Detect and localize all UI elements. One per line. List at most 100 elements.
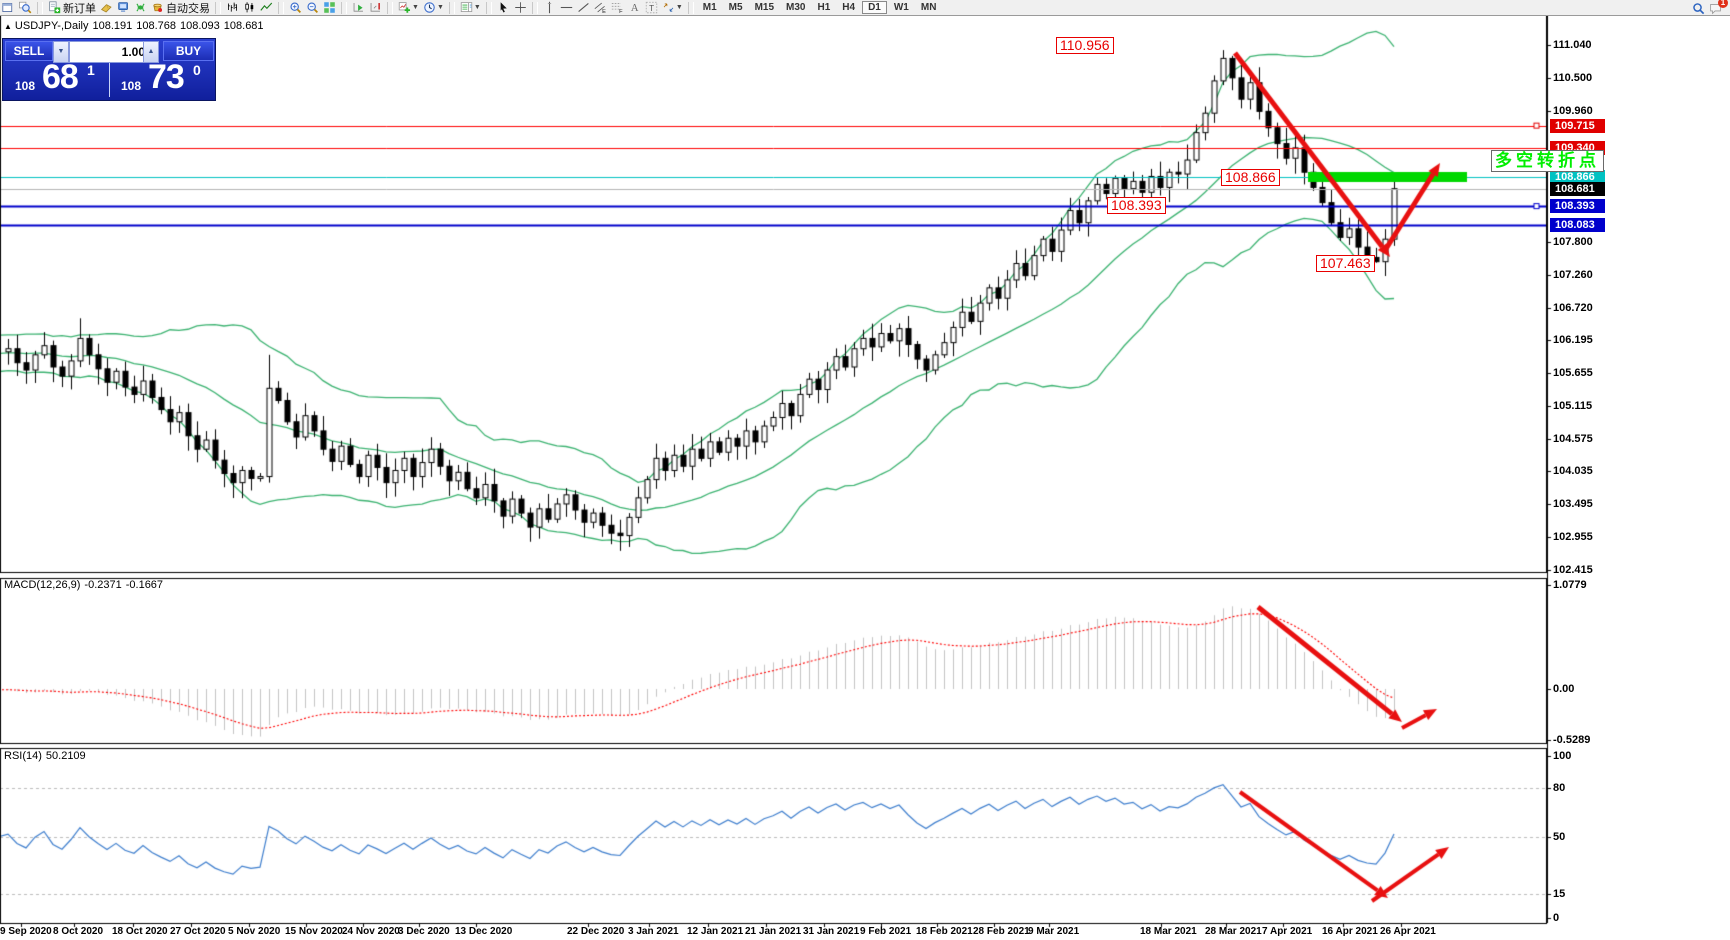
price-level-badge: 108.083 <box>1550 217 1605 232</box>
sell-button[interactable]: SELL <box>5 41 53 61</box>
cursor-button-icon <box>497 1 510 14</box>
candlestick-chart-button[interactable] <box>241 1 258 15</box>
terminal-icon-icon <box>117 1 130 14</box>
price-annotation-box[interactable]: 108.866 <box>1221 169 1280 186</box>
new-order-button[interactable]: 新订单 <box>46 1 98 15</box>
fibonacci-button-icon: F <box>611 1 624 14</box>
macd-axis-tick: 0.00 <box>1553 683 1575 695</box>
price-level-badge: 108.393 <box>1550 199 1605 214</box>
timeframe-m15-button[interactable]: M15 <box>754 2 775 13</box>
timeframe-m30-button[interactable]: M30 <box>786 2 806 13</box>
chevron-down-icon[interactable]: ▼ <box>675 4 683 11</box>
svg-text:E: E <box>602 9 606 14</box>
periods-button[interactable]: ▼ <box>421 1 446 15</box>
vertical-line-button[interactable] <box>541 1 558 15</box>
zoom-in-button[interactable] <box>287 1 304 15</box>
svg-text:T: T <box>649 4 654 13</box>
toolbar-right-group: 1 <box>1690 0 1728 15</box>
trendline-button[interactable] <box>575 1 592 15</box>
timeframe-m5-button[interactable]: M5 <box>728 2 743 13</box>
chart-shift-button[interactable] <box>367 1 384 15</box>
signals-icon-icon <box>134 1 147 14</box>
vertical-line-button-icon <box>543 1 556 14</box>
zoom-out-button[interactable] <box>304 1 321 15</box>
turning-point-annotation[interactable]: 多空转折点 <box>1491 150 1604 172</box>
volume-decrease-button[interactable]: ▼ <box>53 41 69 63</box>
eraser-icon-icon <box>100 1 113 14</box>
candlestick-chart-button-icon <box>243 1 256 14</box>
text-button[interactable]: A <box>626 1 643 15</box>
timeframe-h4-button[interactable]: H4 <box>842 2 856 13</box>
timeframe-w1-button[interactable]: W1 <box>893 2 909 13</box>
one-click-trading-panel: SELL ▼ ▲ BUY 108 68 1 108 73 0 <box>2 38 216 101</box>
price-axis-tick: 111.040 <box>1553 39 1592 51</box>
rsi-axis-tick: 15 <box>1553 887 1566 900</box>
price-axis-tick: 102.415 <box>1553 564 1593 576</box>
buy-button[interactable]: BUY <box>163 41 214 61</box>
channel-button[interactable]: E <box>592 1 609 15</box>
chart-window-icon[interactable] <box>0 1 17 15</box>
rsi-axis-tick: 50 <box>1553 831 1566 843</box>
toolbar-separator <box>531 1 538 14</box>
indicators-button[interactable]: ▼ <box>396 1 421 15</box>
sell-price-big: 68 <box>42 58 79 96</box>
buy-price[interactable]: 108 73 0 <box>111 58 214 98</box>
toolbar-separator <box>448 1 455 14</box>
toolbar-separator <box>687 1 694 14</box>
timeframe-m1-button[interactable]: M1 <box>702 2 717 13</box>
chevron-down-icon[interactable]: ▼ <box>436 4 444 11</box>
symbol-marker-icon: ▲ <box>4 22 12 31</box>
timeframe-h1-button[interactable]: H1 <box>817 2 831 13</box>
fibonacci-button[interactable]: F <box>609 1 626 15</box>
volume-input[interactable] <box>69 41 152 63</box>
price-axis-tick: 106.720 <box>1553 301 1593 314</box>
zoom-out-button-icon <box>306 1 319 14</box>
price-level-badge: 108.681 <box>1550 181 1605 196</box>
autotrade-button[interactable]: 自动交易 <box>149 1 212 15</box>
autotrade-button-label: 自动交易 <box>166 2 210 15</box>
price-axis-tick: 105.655 <box>1553 366 1593 379</box>
signals-icon[interactable] <box>132 1 149 15</box>
price-annotation-box[interactable]: 108.393 <box>1107 197 1166 214</box>
label-button[interactable]: T <box>643 1 660 15</box>
eraser-icon[interactable] <box>98 1 115 15</box>
date-axis-label: 5 Nov 2020 <box>228 926 281 937</box>
price-axis-tick: 103.495 <box>1553 498 1593 511</box>
volume-increase-button[interactable]: ▲ <box>143 41 159 63</box>
sell-price[interactable]: 108 68 1 <box>5 58 108 98</box>
chevron-down-icon[interactable]: ▼ <box>473 4 481 11</box>
date-axis-label: 13 Dec 2020 <box>455 926 513 937</box>
cursor-button[interactable] <box>495 1 512 15</box>
price-annotation-box[interactable]: 110.956 <box>1056 37 1114 54</box>
horizontal-line-button[interactable] <box>558 1 575 15</box>
templates-button[interactable]: ▼ <box>458 1 483 15</box>
macd-axis-tick: -0.5289 <box>1553 734 1591 747</box>
notification-badge: 1 <box>1718 0 1728 8</box>
line-chart-button[interactable] <box>258 1 275 15</box>
auto-scroll-button[interactable] <box>350 1 367 15</box>
notifications-button[interactable]: 1 <box>1707 0 1728 15</box>
price-annotation-box[interactable]: 107.463 <box>1316 255 1375 272</box>
toolbar-separator <box>278 1 284 14</box>
timeframe-mn-button[interactable]: MN <box>920 2 937 13</box>
search-button[interactable] <box>1690 1 1707 15</box>
timeframe-d1-button[interactable]: D1 <box>862 1 887 14</box>
toolbar-separator <box>341 1 347 14</box>
date-axis-label: 22 Dec 2020 <box>567 926 625 937</box>
quote-close: 108.681 <box>223 20 264 32</box>
indicators-button-icon <box>398 1 411 14</box>
date-axis-label: 8 Oct 2020 <box>53 926 104 937</box>
data-window-icon[interactable] <box>17 1 34 15</box>
svg-text:A: A <box>631 3 639 14</box>
terminal-icon[interactable] <box>115 1 132 15</box>
text-button-icon: A <box>628 1 641 14</box>
bar-chart-button[interactable] <box>224 1 241 15</box>
chevron-down-icon[interactable]: ▼ <box>412 4 419 11</box>
rsi-axis-tick: 0 <box>1553 912 1560 924</box>
buy-price-prefix: 108 <box>121 79 142 93</box>
crosshair-button[interactable] <box>512 1 529 15</box>
date-axis-label: 21 Jan 2021 <box>745 926 802 937</box>
tile-windows-button[interactable] <box>321 1 338 15</box>
arrows-button[interactable]: ▼ <box>660 1 685 15</box>
